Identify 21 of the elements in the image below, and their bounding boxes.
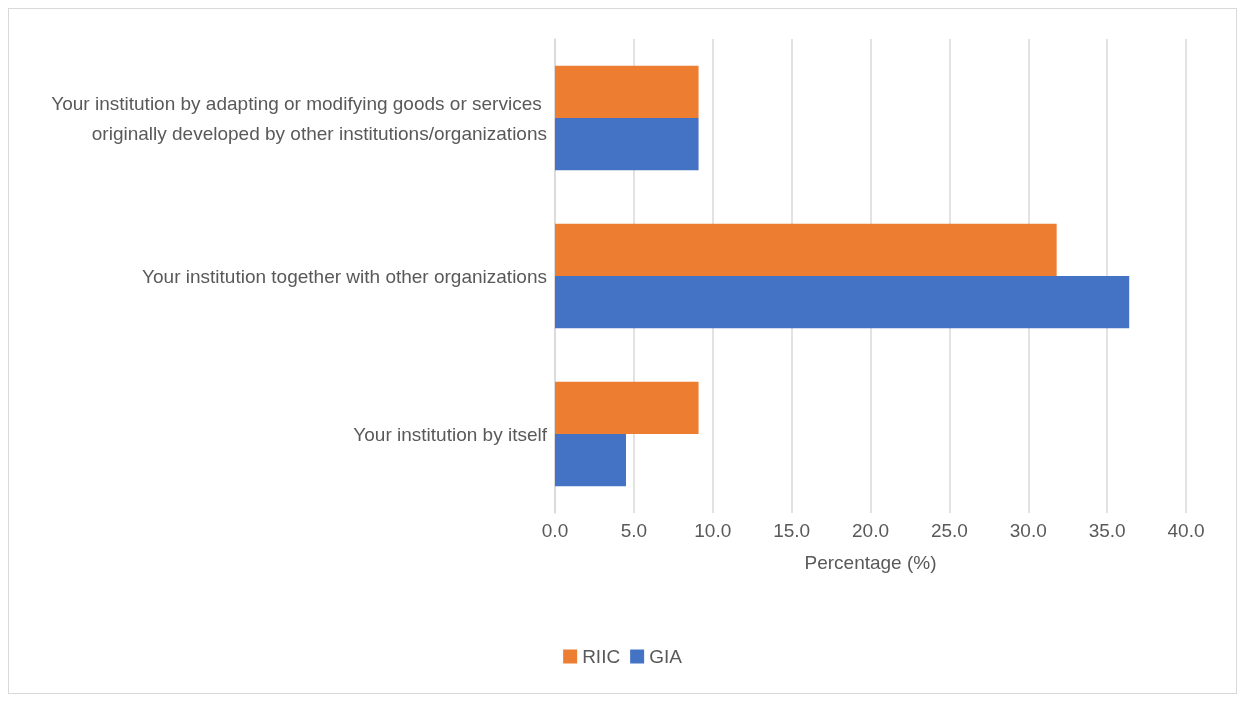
- legend-label: GIA: [649, 646, 683, 667]
- x-tick-label: 15.0: [773, 520, 811, 541]
- bar: [555, 118, 699, 171]
- y-tick-label: Your institution by adapting or modifying goods or services originally developed by other institutions/organizations: [51, 92, 547, 144]
- bar: [555, 65, 699, 118]
- bar: [555, 381, 699, 434]
- legend-label: RIIC: [582, 646, 621, 667]
- x-axis-title: Percentage (%): [804, 552, 937, 573]
- x-tick-label: 0.0: [541, 520, 569, 541]
- bar: [555, 276, 1130, 329]
- x-tick-label: 10.0: [694, 520, 732, 541]
- bar: [555, 223, 1057, 276]
- x-tick-label: 25.0: [930, 520, 968, 541]
- x-tick-label: 30.0: [1009, 520, 1047, 541]
- bar: [555, 434, 626, 487]
- x-tick-label: 5.0: [620, 520, 648, 541]
- x-tick-label: 35.0: [1088, 520, 1126, 541]
- y-tick-label: Your institution by itself: [353, 423, 548, 445]
- y-tick-label: Your institution together with other organizations: [142, 265, 547, 287]
- x-tick-label: 20.0: [852, 520, 889, 541]
- x-tick-label: 40.0: [1167, 520, 1205, 541]
